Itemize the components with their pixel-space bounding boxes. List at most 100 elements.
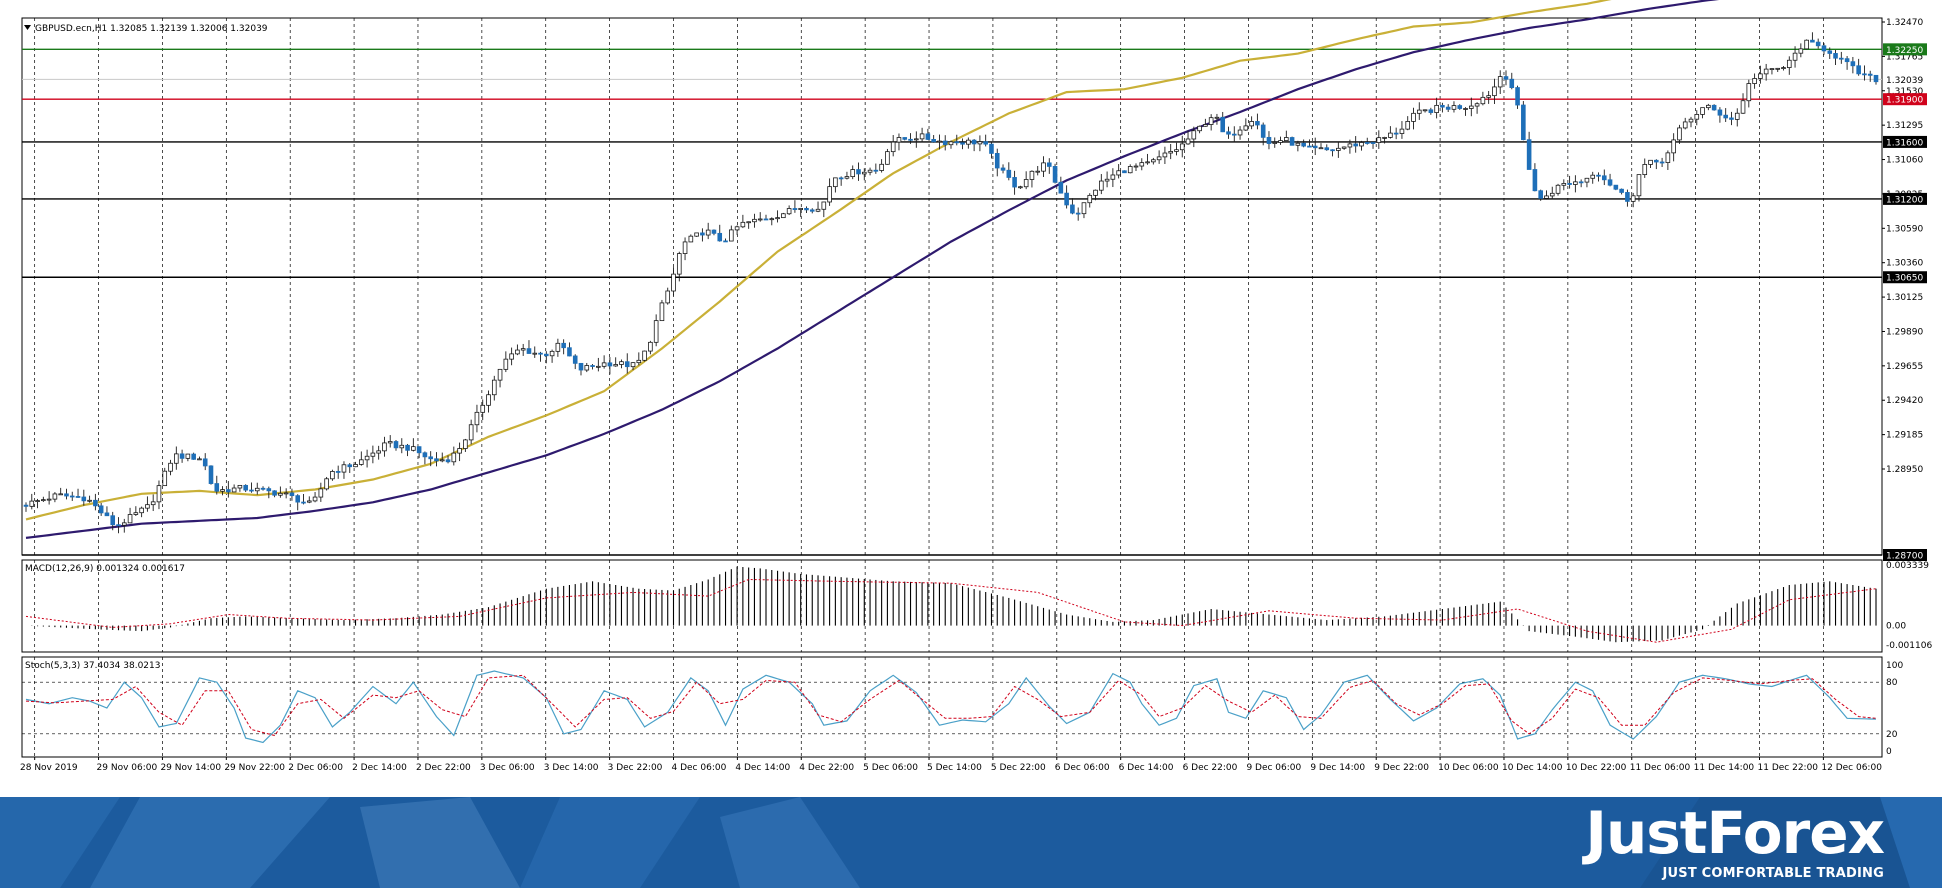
candle-body-down [405,444,410,451]
candle [347,463,353,473]
y-tick-label: 1.31530 [1886,87,1923,97]
candle-body-up [174,453,179,464]
candle [1226,126,1231,139]
candle [1099,174,1104,195]
candle [370,445,376,464]
candle-body-up [671,273,676,292]
candle [1578,179,1584,188]
candle-body-up [919,133,925,140]
candle-body-down [1839,57,1844,60]
candle [121,518,127,533]
candle [752,213,757,228]
candle [1515,85,1520,109]
candle [682,237,688,261]
price-level-label: 1.31900 [1886,96,1923,106]
candle [775,210,780,223]
candle-body-up [885,151,890,165]
candle-body-up [1746,83,1752,102]
candle-body-down [538,352,543,355]
candle-body-down [416,446,422,454]
candle-body-down [1729,117,1734,120]
candle-body-up [1162,152,1168,158]
macd-signal-line [25,578,1877,643]
candle [1636,174,1642,202]
candle [405,443,410,457]
candle [1127,164,1133,174]
candle [1521,101,1526,141]
candle-body-up [509,353,514,360]
candle [1717,107,1723,123]
candle-body-up [150,501,156,506]
candle-body-down [1064,192,1069,206]
candle-body-up [463,439,468,449]
candle-body-up [850,169,856,178]
x-tick-label: 29 Nov 06:00 [97,763,158,773]
candle [1289,136,1295,146]
candle-body-up [729,229,734,242]
candle [486,390,491,413]
candle [781,212,786,219]
x-tick-label: 2 Dec 14:00 [352,763,407,773]
candle [445,455,451,464]
candle [1382,136,1387,144]
candle-body-up [1382,137,1387,139]
candle-body-up [1278,140,1283,143]
candle-body-down [1850,61,1856,67]
candle [1139,158,1145,171]
candle [434,452,439,467]
candle-body-up [879,163,884,171]
candle [1497,70,1503,94]
macd-y-tick-label: 0.003339 [1886,561,1929,571]
candle [1341,146,1347,150]
candle-body-down [1330,149,1335,152]
candle-body-down [1353,143,1358,147]
candle-body-down [1122,170,1127,174]
candle-body-down [98,505,104,514]
candle-body-down [607,362,613,367]
candle [509,347,514,366]
x-tick-label: 5 Dec 06:00 [863,763,918,773]
banner-background [0,797,1942,888]
candle-body-up [861,171,867,175]
candle [601,355,607,369]
candle-body-up [283,492,289,495]
candle [1208,114,1214,131]
candle-body-up [555,342,561,352]
candle [700,228,705,242]
moving-average-fast [25,0,1612,521]
candle-body-up [1208,117,1214,125]
candle [659,299,665,322]
candle [145,496,150,512]
candle [1694,110,1700,126]
candle-body-down [983,141,988,145]
candle-body-up [757,218,763,221]
candle [1307,139,1312,148]
price-level-badge [1883,549,1927,561]
candle-body-up [1804,39,1809,50]
y-tick-label: 1.28950 [1886,465,1923,475]
candle-body-up [619,361,624,365]
macd-title: MACD(12,26,9) 0.001324 0.001617 [25,564,185,574]
candle-body-up [1029,170,1035,180]
candle-body-up [491,379,497,396]
candle-body-up [474,411,480,426]
candle-body-down [422,452,428,458]
candle [312,492,318,503]
candle-body-up [786,208,792,215]
candle [214,475,220,495]
candle-body-down [572,355,578,364]
x-tick-label: 2 Dec 06:00 [288,763,343,773]
candle-body-up [1243,125,1249,131]
candle-body-up [29,500,35,507]
candle-body-down [1231,133,1237,136]
candle-body-up [1775,67,1781,70]
candle-body-up [1081,202,1087,215]
candle-body-up [306,500,312,503]
candle-body-down [711,229,717,234]
candle [1584,177,1590,188]
candle-body-down [179,453,185,459]
candle [1665,150,1671,170]
candle-body-down [931,139,936,143]
candle-body-down [1070,204,1075,214]
candle [1810,32,1815,43]
